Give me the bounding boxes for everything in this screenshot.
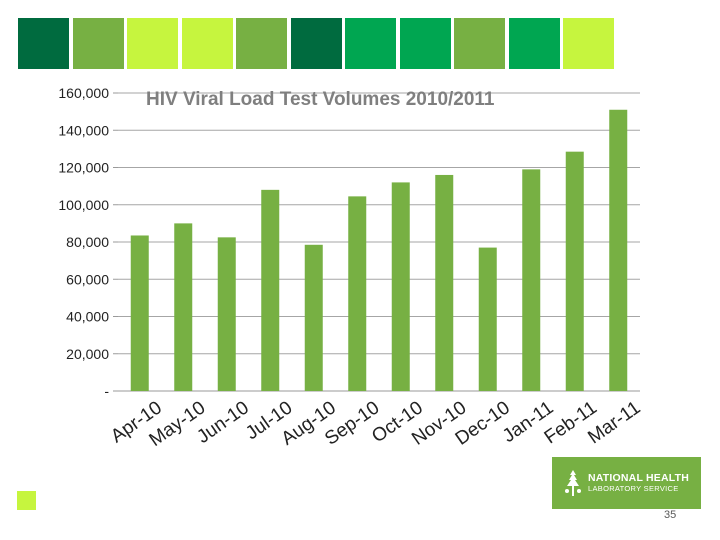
y-tick-label: 100,000: [58, 197, 109, 213]
header-square: [563, 18, 614, 69]
bar-jun-10: [217, 237, 236, 391]
header-square: [454, 18, 505, 69]
header-square: [508, 18, 560, 69]
header-square: [181, 18, 233, 69]
header-square: [127, 18, 178, 69]
y-tick-label: 60,000: [66, 271, 109, 287]
header-square: [18, 18, 69, 69]
header-square: [290, 18, 342, 69]
y-axis-tick-labels: - 20,000 40,000 60,000 80,000 100,000 120,000 1…: [58, 85, 109, 399]
logo-text-line2: LABORATORY SERVICE: [588, 483, 679, 493]
y-tick-label: 140,000: [58, 122, 109, 138]
header-square: [72, 18, 124, 69]
x-axis-tick-labels: Apr-10May-10Jun-10Jul-10Aug-10Sep-10Oct-…: [107, 397, 644, 451]
y-tick-label: 160,000: [58, 85, 109, 101]
bar-sep-10: [348, 196, 367, 391]
bar-jul-10: [261, 189, 280, 391]
bar-dec-10: [478, 247, 497, 391]
y-tick-label: -: [104, 383, 109, 399]
footer-square: [17, 491, 36, 510]
header-square: [399, 18, 451, 69]
page-number: 35: [664, 509, 677, 521]
header-square: [345, 18, 396, 69]
bar-mar-11: [609, 109, 628, 391]
gridlines: [113, 92, 640, 392]
nhls-emblem-icon: [565, 470, 581, 496]
bar-may-10: [174, 223, 193, 391]
bars: [130, 109, 628, 391]
logo-text-line1: NATIONAL HEALTH: [588, 472, 689, 485]
bar-oct-10: [391, 182, 410, 391]
y-tick-label: 120,000: [58, 160, 109, 176]
chart-title: HIV Viral Load Test Volumes 2010/2011: [146, 89, 495, 110]
y-tick-label: 80,000: [66, 234, 109, 250]
header-square: [236, 18, 287, 69]
bar-feb-11: [565, 151, 584, 391]
bar-nov-10: [435, 174, 454, 391]
bar-aug-10: [304, 244, 323, 391]
bar-jan-11: [522, 169, 541, 391]
y-tick-label: 40,000: [66, 309, 109, 325]
y-tick-label: 20,000: [66, 346, 109, 362]
nhls-logo: NATIONAL HEALTH LABORATORY SERVICE: [552, 457, 701, 509]
bar-apr-10: [130, 235, 149, 391]
